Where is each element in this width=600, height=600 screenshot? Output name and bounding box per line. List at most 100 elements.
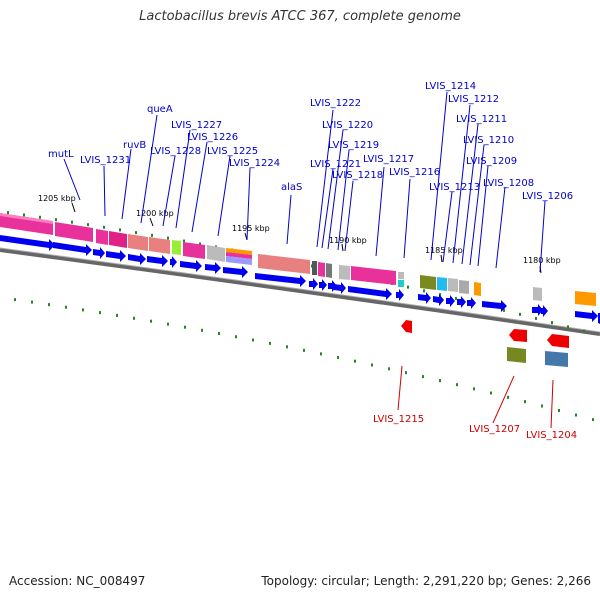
feature-bar (339, 265, 350, 280)
leader-line (344, 180, 354, 252)
gene-label-LVIS-1214: LVIS_1214 (425, 81, 476, 92)
gene-arrow (223, 266, 248, 278)
gene-label-LVIS-1207: LVIS_1207 (469, 424, 520, 435)
inner-tick-row (14, 298, 594, 422)
gene-arrow (541, 305, 548, 317)
leader-line (246, 167, 251, 241)
gene-label-alaS: alaS (281, 182, 302, 193)
gene-arrow (348, 286, 392, 300)
gene-arrow (0, 235, 55, 251)
gene-arrow (53, 242, 92, 256)
leader-line (103, 165, 106, 217)
leader-line (403, 178, 411, 259)
gene-arrow (309, 278, 318, 290)
ruler-label: 1195 kbp (232, 224, 270, 233)
ruler-tick (341, 243, 344, 252)
gene-label-ruvB: ruvB (123, 140, 146, 151)
gene-label-mutL: mutL (48, 149, 74, 160)
gene-label-LVIS-1210: LVIS_1210 (463, 135, 514, 146)
gene-label-LVIS-1220: LVIS_1220 (322, 120, 373, 131)
ruler-label: 1190 kbp (329, 236, 367, 245)
gene-label-LVIS-1206: LVIS_1206 (522, 191, 573, 202)
ruler-label: 1200 kbp (136, 209, 174, 218)
gene-label-LVIS-1213: LVIS_1213 (429, 182, 480, 193)
bottom-gene-labels: LVIS_1215 LVIS_1207 LVIS_1204 (373, 365, 577, 441)
reverse-strand-features (401, 320, 569, 367)
gene-arrow (334, 282, 346, 294)
feature-bar (437, 277, 447, 291)
gene-label-LVIS-1208: LVIS_1208 (483, 178, 534, 189)
feature-bar (226, 256, 252, 265)
gene-arrow-reverse (401, 320, 412, 333)
gene-label-LVIS-1215: LVIS_1215 (373, 414, 424, 425)
leader-line (550, 379, 554, 429)
ruler-label: 1180 kbp (523, 256, 561, 265)
genome-backbone (0, 248, 600, 336)
gene-label-LVIS-1226: LVIS_1226 (187, 132, 238, 143)
leader-line (375, 166, 385, 257)
feature-bar (318, 262, 325, 277)
gene-arrow-reverse (547, 334, 569, 348)
leader-line (327, 129, 344, 250)
leader-line (452, 104, 471, 264)
map-title: Lactobacillus brevis ATCC 367, complete … (139, 9, 461, 24)
feature-bar (326, 263, 332, 278)
feature-bar (575, 291, 596, 306)
leader-line (442, 191, 453, 263)
leader-line (140, 114, 158, 224)
forward-strand-arrows (0, 235, 600, 324)
gene-label-LVIS-1227: LVIS_1227 (171, 120, 222, 131)
leader-line (286, 194, 292, 245)
leader-line (539, 200, 546, 273)
feature-bar (474, 282, 481, 296)
top-gene-labels: mutL LVIS_1231 ruvB queA LVIS_1228 LVIS_… (48, 81, 573, 273)
gene-arrow (180, 260, 202, 272)
feature-bar (398, 272, 404, 279)
gene-arrow (106, 250, 126, 262)
gene-arrow (446, 295, 455, 307)
feature-bar (507, 347, 526, 363)
gene-label-LVIS-1224: LVIS_1224 (229, 158, 280, 169)
feature-bar (533, 287, 542, 301)
leader-line (321, 168, 334, 249)
accession-text: Accession: NC_008497 (9, 574, 146, 588)
feature-bar (420, 275, 436, 290)
feature-bar (172, 240, 181, 255)
leader-line (461, 123, 479, 265)
gene-arrow (433, 294, 444, 306)
feature-bar (448, 278, 458, 292)
ruler-tick (149, 217, 154, 227)
gene-arrow (147, 255, 168, 267)
ruler-label: 1205 kbp (38, 194, 76, 203)
gene-label-LVIS-1225: LVIS_1225 (207, 146, 258, 157)
gene-arrow (575, 310, 598, 322)
leader-line (430, 91, 448, 261)
gene-label-queA: queA (147, 104, 173, 115)
feature-bar (149, 237, 170, 254)
gene-label-LVIS-1219: LVIS_1219 (328, 140, 379, 151)
feature-bar (351, 266, 396, 285)
feature-bar (312, 261, 317, 275)
gene-arrow (128, 253, 146, 265)
feature-bar (128, 234, 148, 251)
leader-line (162, 155, 176, 227)
leader-line (337, 149, 350, 251)
ruler-label: 1185 kbp (425, 246, 463, 255)
leader-line (217, 155, 231, 237)
gene-arrow (255, 273, 306, 287)
gene-label-LVIS-1204: LVIS_1204 (526, 430, 577, 441)
gene-label-LVIS-1228: LVIS_1228 (150, 146, 201, 157)
gene-label-LVIS-1221: LVIS_1221 (310, 159, 361, 170)
leader-line (63, 158, 81, 201)
feature-bar (0, 213, 53, 235)
gene-arrow (205, 262, 221, 274)
leader-line (191, 141, 208, 233)
feature-bar (207, 245, 225, 262)
feature-bar (183, 242, 205, 259)
leader-line (316, 109, 334, 248)
gene-label-LVIS-1218: LVIS_1218 (332, 170, 383, 181)
ruler-tick (440, 254, 443, 263)
feature-bar (226, 248, 252, 255)
gene-label-LVIS-1212: LVIS_1212 (448, 94, 499, 105)
